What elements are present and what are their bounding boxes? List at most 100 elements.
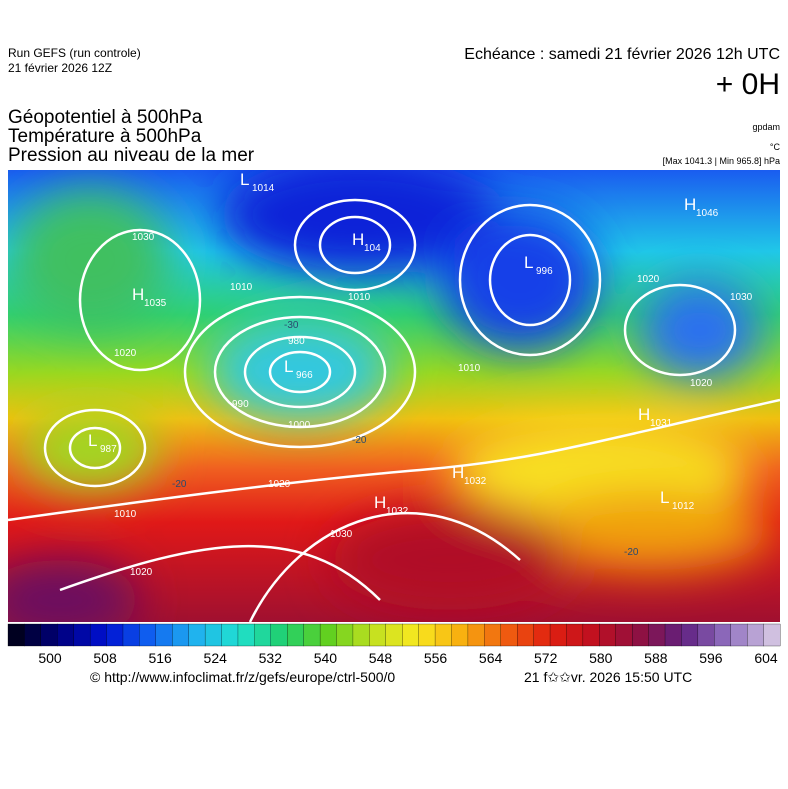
center-type: H bbox=[684, 195, 696, 214]
colorbar-tick-label: 604 bbox=[754, 650, 778, 666]
contour-label: 1010 bbox=[114, 509, 137, 520]
colorbar-tick-label: 508 bbox=[93, 650, 117, 666]
colorbar-cell bbox=[287, 623, 305, 647]
contour-label: -20 bbox=[352, 435, 367, 446]
contour-label: 1000 bbox=[288, 420, 311, 431]
colorbar-cell bbox=[106, 623, 124, 647]
field: Pression au niveau de la mer bbox=[8, 145, 255, 166]
contour-label: -20 bbox=[172, 479, 187, 490]
colorbar-cell bbox=[139, 623, 157, 647]
center-type: L bbox=[240, 170, 249, 189]
colorbar-tick-label: 524 bbox=[204, 650, 228, 666]
contour-label: 1030 bbox=[730, 292, 753, 303]
colorbar-cell bbox=[221, 623, 239, 647]
contour-label: 990 bbox=[232, 399, 249, 410]
contour-label: -30 bbox=[284, 320, 299, 331]
center-value: 1046 bbox=[696, 208, 719, 219]
colorbar-cell bbox=[681, 623, 699, 647]
center-value: 1032 bbox=[464, 476, 487, 487]
colorbar-cell bbox=[319, 623, 337, 647]
colorbar-cell bbox=[533, 623, 551, 647]
colorbar-cell bbox=[385, 623, 403, 647]
colorbar-cell bbox=[664, 623, 682, 647]
colorbar-tick-label: 556 bbox=[424, 650, 448, 666]
colorbar-cell bbox=[763, 623, 781, 647]
contour-label: 1020 bbox=[690, 378, 713, 389]
contour-label: 980 bbox=[288, 336, 305, 347]
colorbar-cell bbox=[697, 623, 715, 647]
center-value: 966 bbox=[296, 370, 313, 381]
colorbar-cell bbox=[582, 623, 600, 647]
center-value: 1014 bbox=[252, 183, 275, 194]
colorbar-cell bbox=[549, 623, 567, 647]
colorbar-cell bbox=[270, 623, 288, 647]
contour-label: 1010 bbox=[348, 292, 371, 303]
colorbar-cell bbox=[155, 623, 173, 647]
echeance: Echéance : samedi 21 février 2026 12h UT… bbox=[464, 46, 780, 63]
colorbar-cell bbox=[566, 623, 584, 647]
colorbar-cell bbox=[7, 623, 25, 647]
run-date: 21 février 2026 12Z bbox=[8, 61, 113, 75]
colorbar-cell bbox=[336, 623, 354, 647]
colorbar-cell bbox=[418, 623, 436, 647]
colorbar-cell bbox=[730, 623, 748, 647]
colorbar-cell bbox=[615, 623, 633, 647]
colorbar-cell bbox=[369, 623, 387, 647]
colorbar-tick-label: 564 bbox=[479, 650, 503, 666]
colorbar-cell bbox=[352, 623, 370, 647]
center-type: H bbox=[132, 285, 144, 304]
contour-label: 1030 bbox=[330, 529, 353, 540]
colorbar-tick-label: 540 bbox=[314, 650, 338, 666]
colorbar-cell bbox=[402, 623, 420, 647]
contour-label: 1010 bbox=[230, 282, 253, 293]
center-type: L bbox=[660, 488, 669, 507]
colorbar-cell bbox=[484, 623, 502, 647]
unit: °C bbox=[769, 142, 780, 152]
center-type: H bbox=[352, 230, 364, 249]
colorbar-cell bbox=[714, 623, 732, 647]
colorbar-cell bbox=[57, 623, 75, 647]
colorbar-cell bbox=[500, 623, 518, 647]
center-value: 104 bbox=[364, 243, 381, 254]
colorbar-tick-label: 572 bbox=[534, 650, 558, 666]
center-value: 1012 bbox=[672, 501, 695, 512]
center-type: L bbox=[524, 253, 533, 272]
colorbar-cell bbox=[599, 623, 617, 647]
unit: gpdam bbox=[752, 122, 780, 132]
colorbar-cell bbox=[517, 623, 535, 647]
run-name: Run GEFS (run controle) bbox=[8, 46, 141, 60]
colorbar-cell bbox=[40, 623, 58, 647]
center-type: H bbox=[638, 405, 650, 424]
contour-label: 1020 bbox=[130, 567, 153, 578]
colorbar-cell bbox=[237, 623, 255, 647]
center-value: 987 bbox=[100, 444, 117, 455]
field: Température à 500hPa bbox=[8, 126, 202, 147]
colorbar-cell bbox=[122, 623, 140, 647]
footer-timestamp: 21 f✩✩vr. 2026 15:50 UTC bbox=[524, 669, 693, 685]
colorbar-cell bbox=[632, 623, 650, 647]
colorbar-tick-label: 588 bbox=[644, 650, 668, 666]
center-value: 1035 bbox=[144, 298, 167, 309]
contour-label: 1010 bbox=[458, 363, 481, 374]
colorbar-cell bbox=[303, 623, 321, 647]
contour-label: 1020 bbox=[114, 348, 137, 359]
colorbar-cell bbox=[254, 623, 272, 647]
center-value: 1032 bbox=[386, 506, 409, 517]
colorbar-cell bbox=[24, 623, 42, 647]
contour-label: 1020 bbox=[268, 479, 291, 490]
center-value: 1031 bbox=[650, 418, 673, 429]
colorbar-cell bbox=[746, 623, 765, 647]
center-type: L bbox=[284, 357, 293, 376]
colorbar-tick-label: 500 bbox=[38, 650, 62, 666]
colorbar-cell bbox=[467, 623, 485, 647]
map-field bbox=[8, 170, 780, 622]
colorbar-cell bbox=[188, 623, 206, 647]
center-type: H bbox=[374, 493, 386, 512]
colorbar-tick-label: 596 bbox=[699, 650, 723, 666]
colorbar-tick-label: 580 bbox=[589, 650, 613, 666]
unit: [Max 1041.3 | Min 965.8] hPa bbox=[662, 156, 780, 166]
colorbar-tick-label: 548 bbox=[369, 650, 393, 666]
colorbar-cell bbox=[89, 623, 108, 647]
